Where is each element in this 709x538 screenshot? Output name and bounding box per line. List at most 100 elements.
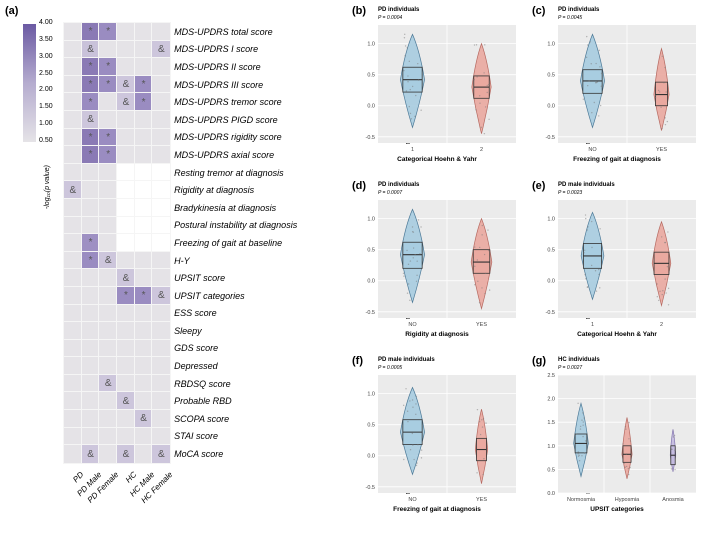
svg-text:1.0: 1.0 — [547, 444, 555, 450]
heatmap-row-label: GDS score — [174, 340, 218, 358]
heatmap-cell — [64, 269, 82, 287]
heatmap-cell — [64, 164, 82, 182]
heatmap-cell — [64, 305, 82, 323]
heatmap-cell — [99, 217, 117, 235]
svg-text:0.5: 0.5 — [547, 248, 555, 254]
heatmap-cell — [99, 287, 117, 305]
heatmap-cell — [117, 375, 135, 393]
heatmap-cell: & — [152, 287, 170, 305]
heatmap-cell — [135, 252, 153, 270]
heatmap-row-label: MDS-UPDRS axial score — [174, 146, 274, 164]
heatmap-cell — [135, 181, 153, 199]
svg-text:0.5: 0.5 — [367, 248, 375, 254]
heatmap-row: **MDS-UPDRS rigidity score — [64, 129, 297, 147]
heatmap-cell — [135, 269, 153, 287]
heatmap-cell — [135, 146, 153, 164]
heatmap-row: Sleepy — [64, 322, 297, 340]
heatmap-cell: * — [117, 287, 135, 305]
heatmap-row-label: UPSIT categories — [174, 287, 245, 305]
heatmap-row-label: SCOPA score — [174, 410, 229, 428]
heatmap-row-label: Sleepy — [174, 322, 202, 340]
heatmap-cell — [117, 181, 135, 199]
violin-panel-c: (c) PD individuals P = 0.0045 Normalized… — [532, 5, 702, 165]
svg-text:Normosmia: Normosmia — [567, 497, 596, 503]
heatmap-cell — [117, 357, 135, 375]
heatmap-cell — [117, 41, 135, 59]
heatmap-row-label: MDS-UPDRS rigidity score — [174, 129, 282, 147]
heatmap-cell — [82, 287, 100, 305]
heatmap-cell: * — [82, 252, 100, 270]
heatmap-cell: & — [82, 111, 100, 129]
heatmap-cell — [152, 392, 170, 410]
svg-text:-0.5: -0.5 — [366, 135, 375, 141]
svg-text:0.5: 0.5 — [547, 73, 555, 79]
heatmap-cell — [99, 164, 117, 182]
heatmap-cell — [152, 23, 170, 41]
heatmap-cell — [82, 322, 100, 340]
heatmap-cell — [99, 111, 117, 129]
svg-text:-0.5: -0.5 — [366, 310, 375, 316]
heatmap-legend-label: -log₁₀(p value) — [44, 165, 51, 209]
heatmap-cell: & — [117, 269, 135, 287]
heatmap-cell — [82, 164, 100, 182]
svg-text:2: 2 — [480, 147, 483, 153]
heatmap-cell — [152, 252, 170, 270]
svg-text:1.5: 1.5 — [547, 420, 555, 426]
heatmap-cell — [152, 234, 170, 252]
svg-text:0.5: 0.5 — [367, 73, 375, 79]
heatmap-row: Depressed — [64, 357, 297, 375]
svg-text:1.0: 1.0 — [547, 217, 555, 223]
svg-text:0.0: 0.0 — [547, 491, 555, 497]
svg-text:-0.5: -0.5 — [366, 485, 375, 491]
heatmap-cell: * — [82, 23, 100, 41]
svg-text:1.0: 1.0 — [547, 42, 555, 48]
svg-text:-0.5: -0.5 — [546, 310, 555, 316]
svg-text:0.0: 0.0 — [367, 279, 375, 285]
violin-svg: 0.00.51.01.52.02.5NormosmiaHyposmiaAnosm… — [532, 355, 702, 515]
heatmap-cell — [99, 340, 117, 358]
heatmap-cell — [117, 111, 135, 129]
heatmap-cell — [64, 428, 82, 446]
heatmap-row: *Freezing of gait at baseline — [64, 234, 297, 252]
heatmap-cell — [64, 93, 82, 111]
heatmap-cell: * — [99, 58, 117, 76]
heatmap-cell — [117, 252, 135, 270]
heatmap-cell — [99, 269, 117, 287]
heatmap-row-label: Postural instability at diagnosis — [174, 217, 297, 235]
heatmap-cell: * — [99, 129, 117, 147]
heatmap-cell: & — [64, 181, 82, 199]
heatmap-row: &RBDSQ score — [64, 375, 297, 393]
heatmap-row: **MDS-UPDRS axial score — [64, 146, 297, 164]
heatmap-cell — [152, 164, 170, 182]
heatmap-cell — [99, 445, 117, 463]
heatmap-cell — [99, 357, 117, 375]
heatmap-row-label: Resting tremor at diagnosis — [174, 164, 284, 182]
heatmap-cell — [117, 428, 135, 446]
heatmap-legend-bar — [23, 24, 36, 142]
heatmap-cell — [82, 340, 100, 358]
heatmap-cell — [99, 322, 117, 340]
heatmap-cell — [64, 357, 82, 375]
heatmap-cell: * — [82, 76, 100, 94]
heatmap-cell — [152, 375, 170, 393]
heatmap-cell — [99, 305, 117, 323]
heatmap-row-label: UPSIT score — [174, 269, 225, 287]
heatmap-cell — [64, 340, 82, 358]
heatmap-row: Resting tremor at diagnosis — [64, 164, 297, 182]
heatmap-cell — [135, 340, 153, 358]
heatmap-cell — [135, 445, 153, 463]
heatmap-cell: * — [82, 93, 100, 111]
heatmap-cell — [64, 76, 82, 94]
heatmap-cell — [117, 23, 135, 41]
heatmap-cell — [64, 392, 82, 410]
heatmap-row-label: MDS-UPDRS total score — [174, 23, 273, 41]
heatmap-cell — [135, 428, 153, 446]
heatmap-row: &SCOPA score — [64, 410, 297, 428]
heatmap-cell: & — [82, 41, 100, 59]
heatmap-row: **MDS-UPDRS total score — [64, 23, 297, 41]
violin-svg: -0.50.00.51.0NOYES — [352, 180, 522, 340]
heatmap-cell — [135, 129, 153, 147]
heatmap-cell — [152, 129, 170, 147]
heatmap-cell — [117, 234, 135, 252]
heatmap-row: Postural instability at diagnosis — [64, 217, 297, 235]
